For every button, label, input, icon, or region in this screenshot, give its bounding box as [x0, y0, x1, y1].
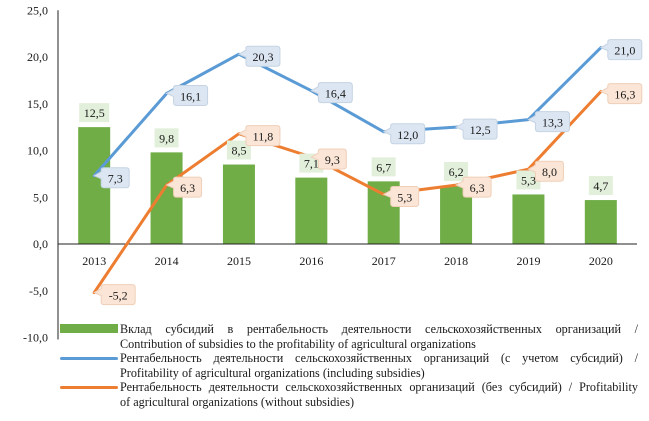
- blue-data-label-bg: [310, 82, 353, 104]
- bar-label-bg: [444, 162, 469, 182]
- bar-label-bg: [588, 176, 613, 196]
- blue-data-label-bg: [237, 45, 281, 67]
- bar-label-bg: [516, 170, 541, 190]
- blue-data-label-bg: [382, 123, 426, 145]
- bar: [222, 164, 255, 244]
- bar-series: [78, 127, 617, 244]
- bar: [295, 177, 328, 244]
- line-profitability-without-subsidies: [92, 90, 603, 295]
- blue-data-label-bg: [527, 111, 570, 133]
- legend-text-ru: Рентабельность деятельности сельскохозяй…: [120, 351, 638, 365]
- legend-swatch-orange-line: [60, 386, 118, 389]
- orange-data-label-bg: [93, 284, 136, 306]
- x-tick-label: 2014: [155, 254, 179, 268]
- legend-item-profitability-without-subsidies: Рентабельность деятельности сельскохозяй…: [60, 380, 638, 409]
- bar-data-label: 6,7: [376, 160, 391, 174]
- y-tick-label: 25,0: [27, 3, 48, 17]
- bar-label-bg: [371, 157, 396, 177]
- x-tick-label: 2017: [372, 254, 396, 268]
- y-tick-label: 10,0: [27, 144, 48, 158]
- x-tick-label: 2020: [589, 254, 613, 268]
- blue-data-label: 12,5: [470, 123, 491, 137]
- bar: [584, 200, 617, 244]
- orange-data-label: 5,3: [397, 190, 412, 204]
- bar-data-label: 5,3: [521, 173, 536, 187]
- bar: [150, 152, 183, 244]
- orange-data-label-bg: [165, 176, 203, 198]
- data-labels: 12,5 9,8 8,5 7,1 6,7 6,2 5,3 4,7 7,3 16,1 20,3 16,4…: [79, 39, 643, 306]
- legend-text-ru: Вклад субсидий в рентабельность деятельн…: [120, 322, 638, 336]
- orange-data-label: -5,2: [109, 289, 128, 303]
- legend-text-en: Contribution of subsidies to the profita…: [120, 336, 476, 351]
- orange-data-label: 8,0: [542, 165, 557, 179]
- y-tick-label: 5,0: [33, 190, 48, 204]
- y-tick-label: -5,0: [29, 284, 48, 298]
- blue-data-label-bg: [454, 118, 498, 140]
- y-tick-label: 20,0: [27, 50, 48, 64]
- blue-data-label: 7,3: [108, 172, 123, 186]
- orange-data-label: 9,3: [325, 153, 340, 167]
- bar-label-bg: [226, 140, 251, 160]
- y-tick-label: 0,0: [33, 237, 48, 251]
- blue-data-label: 21,0: [614, 44, 635, 58]
- x-axis: 2013 2014 2015 2016 2017 2018 2019 2020: [58, 243, 637, 268]
- x-tick-label: 2013: [82, 254, 106, 268]
- bar-data-label: 7,1: [304, 157, 319, 171]
- orange-data-label-bg: [237, 125, 281, 147]
- x-tick-label: 2019: [516, 254, 540, 268]
- legend-text-en: of agricultural organizations (without s…: [120, 394, 354, 409]
- legend-item-profitability-with-subsidies: Рентабельность деятельности сельскохозяй…: [60, 351, 638, 380]
- bar-data-label: 6,2: [449, 165, 464, 179]
- x-tick-label: 2016: [299, 254, 323, 268]
- orange-data-label-bg: [599, 83, 643, 105]
- orange-data-label-bg: [454, 176, 492, 198]
- bar-data-label: 4,7: [593, 179, 608, 193]
- legend-swatch-bar: [60, 324, 118, 333]
- blue-data-label: 16,4: [325, 87, 346, 101]
- blue-data-label-bg: [165, 84, 209, 106]
- bar-data-label: 8,5: [231, 144, 246, 158]
- orange-data-label-bg: [382, 185, 420, 207]
- blue-data-label: 16,1: [180, 89, 201, 103]
- x-tick-label: 2015: [227, 254, 251, 268]
- x-tick-label: 2018: [444, 254, 468, 268]
- blue-data-label: 12,0: [397, 128, 418, 142]
- blue-data-label: 13,3: [542, 116, 563, 130]
- orange-data-label: 6,3: [470, 181, 485, 195]
- legend-swatch-blue-line: [60, 357, 118, 360]
- orange-data-label-bg: [310, 148, 347, 170]
- blue-data-label-bg: [93, 167, 130, 189]
- blue-data-label-bg: [599, 39, 643, 61]
- bar-data-label: 12,5: [84, 106, 105, 120]
- blue-data-label: 20,3: [252, 50, 273, 64]
- bar-label-bg: [79, 103, 110, 123]
- y-tick-label: 15,0: [27, 97, 48, 111]
- y-tick-label: -10,0: [23, 331, 48, 345]
- legend: Вклад субсидий в рентабельность деятельн…: [60, 322, 638, 409]
- legend-text-en: Profitability of agricultural organizati…: [120, 365, 425, 380]
- orange-data-label-bg: [527, 160, 564, 182]
- legend-item-subsidies-contribution: Вклад субсидий в рентабельность деятельн…: [60, 322, 638, 351]
- y-axis: 25,0 20,0 15,0 10,0 5,0 0,0 -5,0 -10,0: [23, 3, 59, 345]
- bar-data-label: 9,8: [159, 131, 174, 145]
- orange-data-label: 11,8: [253, 130, 274, 144]
- bar: [512, 194, 545, 244]
- orange-data-label: 16,3: [614, 88, 635, 102]
- orange-data-label: 6,3: [180, 181, 195, 195]
- bar-label-bg: [154, 128, 179, 148]
- legend-text-ru: Рентабельность деятельности сельскохозяй…: [120, 380, 638, 394]
